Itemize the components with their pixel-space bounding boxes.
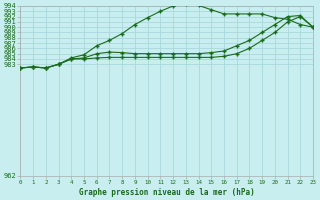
X-axis label: Graphe pression niveau de la mer (hPa): Graphe pression niveau de la mer (hPa) <box>79 188 255 197</box>
